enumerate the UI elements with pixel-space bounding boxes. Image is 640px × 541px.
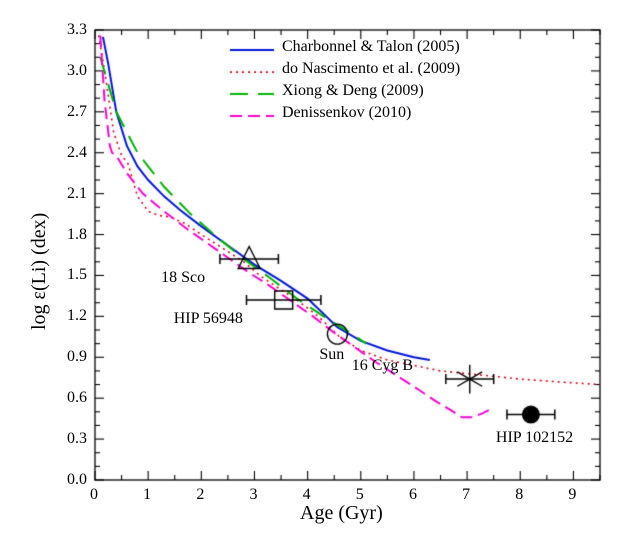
x-tick: 7: [462, 486, 470, 504]
y-tick: 1.2: [47, 307, 87, 325]
point-label-sun: Sun: [319, 346, 344, 364]
point-label-hip56: HIP 56948: [174, 310, 243, 328]
x-tick: 5: [356, 486, 364, 504]
y-tick: 2.4: [47, 144, 87, 162]
x-tick: 8: [515, 486, 523, 504]
x-tick: 4: [303, 486, 311, 504]
x-tick: 3: [249, 486, 257, 504]
y-tick: 0.3: [47, 430, 87, 448]
legend-item-xiong: Xiong & Deng (2009): [282, 82, 424, 100]
y-tick: 3.0: [47, 62, 87, 80]
y-tick: 0.6: [47, 389, 87, 407]
point-label-hip102: HIP 102152: [496, 429, 573, 447]
y-tick: 2.7: [47, 103, 87, 121]
x-tick: 0: [90, 486, 98, 504]
x-axis-label: Age (Gyr): [300, 502, 383, 525]
x-tick: 1: [143, 486, 151, 504]
y-tick: 0.9: [47, 348, 87, 366]
y-tick: 3.3: [47, 21, 87, 39]
chart-container: { "chart": { "type": "line+scatter", "wi…: [0, 0, 640, 541]
legend-item-denissenkov: Denissenkov (2010): [282, 104, 411, 122]
point-label-cygb: 16 Cyg B: [352, 357, 413, 375]
y-tick: 0.0: [47, 471, 87, 489]
legend-item-nascimento: do Nascimento et al. (2009): [282, 60, 460, 78]
x-tick: 9: [568, 486, 576, 504]
y-tick: 1.8: [47, 226, 87, 244]
x-tick: 2: [196, 486, 204, 504]
point-label-18sco: 18 Sco: [161, 269, 205, 287]
x-tick: 6: [409, 486, 417, 504]
y-tick: 1.5: [47, 266, 87, 284]
legend-item-charbonnel: Charbonnel & Talon (2005): [282, 38, 460, 56]
y-tick: 2.1: [47, 185, 87, 203]
